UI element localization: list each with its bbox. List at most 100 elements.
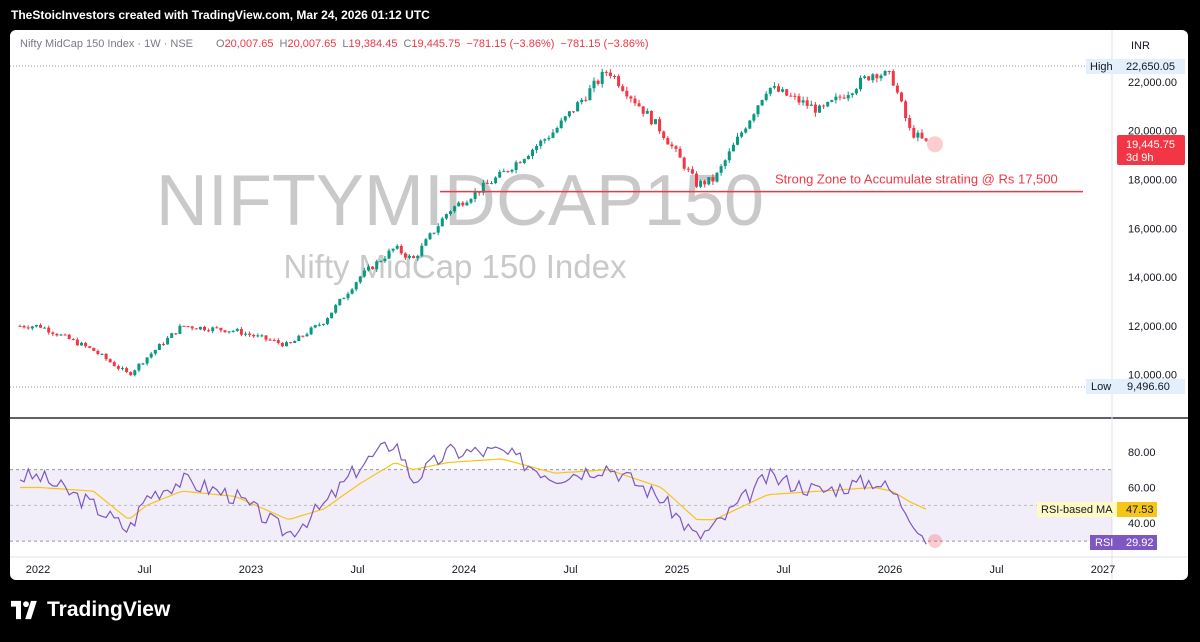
candle-up <box>522 159 526 163</box>
candle-down <box>912 127 916 138</box>
candle-down <box>162 343 165 345</box>
candle-down <box>604 71 608 73</box>
legend-ohlc: O20,007.65 H20,007.65 L19,384.45 C19,445.75… <box>216 38 649 50</box>
candle-down <box>71 339 75 341</box>
candle-down <box>690 169 694 174</box>
time-axis-label: 2024 <box>452 564 476 576</box>
legend-change-2: −781.15 (−3.86%) <box>560 38 648 50</box>
candle-down <box>572 111 575 113</box>
rsi-axis-ticks: 40.00 60.00 80.00 <box>1128 447 1156 530</box>
candle-down <box>666 138 670 145</box>
legend-l-value: 19,384.45 <box>349 38 398 50</box>
rsi-ma-line <box>20 458 927 521</box>
rsi-value-bg <box>1117 535 1157 550</box>
candle-up <box>354 282 358 290</box>
candle-up <box>715 172 719 182</box>
candle-down <box>18 325 22 327</box>
candle-down <box>596 80 600 84</box>
candle-up <box>432 232 436 234</box>
candle-up <box>235 329 239 331</box>
candle-down <box>268 339 272 341</box>
tradingview-logo[interactable]: TradingView <box>11 598 170 622</box>
candle-up <box>436 226 440 233</box>
candle-down <box>900 92 903 102</box>
candle-up <box>764 93 768 100</box>
candle-up <box>178 325 182 334</box>
candle-down <box>403 253 407 258</box>
time-axis-label: Jul <box>137 564 151 576</box>
chart-panel[interactable]: NIFTYMIDCAP150 Nifty MidCap 150 Index St… <box>10 30 1188 580</box>
candle-down <box>203 326 206 331</box>
candle-up <box>449 211 452 215</box>
candle-down <box>608 72 612 77</box>
candle-up <box>645 110 649 114</box>
candle-down <box>822 105 826 107</box>
candle-down <box>26 327 30 329</box>
candle-up <box>166 337 170 345</box>
candle-down <box>174 333 178 335</box>
candle-up <box>731 144 735 152</box>
legend-h-value: 20,007.65 <box>287 38 336 50</box>
candle-up <box>772 86 776 88</box>
candle-down <box>88 346 92 348</box>
rsi-label: RSI <box>1095 537 1113 549</box>
chart-svg[interactable]: NIFTYMIDCAP150 Nifty MidCap 150 Index St… <box>10 30 1188 580</box>
candle-down <box>301 335 305 337</box>
candle-up <box>34 324 38 327</box>
high-value: 22,650.05 <box>1126 61 1175 73</box>
candle-up <box>153 349 157 354</box>
rsi-ma-label-bg <box>1037 502 1117 517</box>
candle-up <box>850 93 854 96</box>
header-credit: TheStoicInvestors created with TradingVi… <box>11 8 430 22</box>
candle-up <box>379 261 383 263</box>
candle-up <box>387 250 391 259</box>
candle-up <box>846 95 850 99</box>
candle-up <box>539 140 543 147</box>
time-axis-label: 2025 <box>665 564 689 576</box>
candle-down <box>842 97 846 99</box>
candle-up <box>358 276 362 283</box>
candle-up <box>481 182 485 193</box>
candle-up <box>514 162 518 170</box>
candle-up <box>457 202 461 207</box>
time-axis-label: 2022 <box>26 564 50 576</box>
candle-down <box>112 362 116 367</box>
price-tick-label: 22,000.00 <box>1128 77 1177 89</box>
candle-up <box>834 96 838 101</box>
candle-down <box>215 327 219 329</box>
candle-up <box>510 169 514 172</box>
candle-down <box>116 366 120 369</box>
rsi-tick-label: 40.00 <box>1128 518 1156 530</box>
candle-down <box>371 266 375 270</box>
candle-down <box>662 131 666 139</box>
candle-up <box>543 139 547 141</box>
candle-up <box>362 270 366 277</box>
candle-up <box>547 137 551 140</box>
candle-up <box>137 363 141 371</box>
candle-down <box>674 146 678 149</box>
candle-down <box>785 89 789 96</box>
candle-down <box>613 76 616 78</box>
rsi-label-bg <box>1090 535 1117 550</box>
time-axis-label: Jul <box>989 564 1003 576</box>
candle-down <box>289 342 293 344</box>
currency-label: INR <box>1131 40 1150 52</box>
candle-down <box>104 353 108 360</box>
price-tick-label: 20,000.00 <box>1128 126 1177 138</box>
price-tick-label: 16,000.00 <box>1128 223 1177 235</box>
candle-down <box>22 325 26 328</box>
candle-up <box>334 305 338 313</box>
price-tick-label: 18,000.00 <box>1128 174 1177 186</box>
candle-up <box>654 119 657 125</box>
candle-up <box>580 99 584 103</box>
candle-up <box>408 256 411 258</box>
candle-up <box>526 156 530 160</box>
last-price-tag <box>1117 135 1185 165</box>
candle-down <box>920 132 924 139</box>
candle-down <box>633 98 637 104</box>
candle-down <box>629 96 633 99</box>
candle-up <box>342 298 346 300</box>
candle-down <box>584 99 588 101</box>
candle-up <box>588 88 592 101</box>
watermark-name: Nifty MidCap 150 Index <box>283 248 627 285</box>
